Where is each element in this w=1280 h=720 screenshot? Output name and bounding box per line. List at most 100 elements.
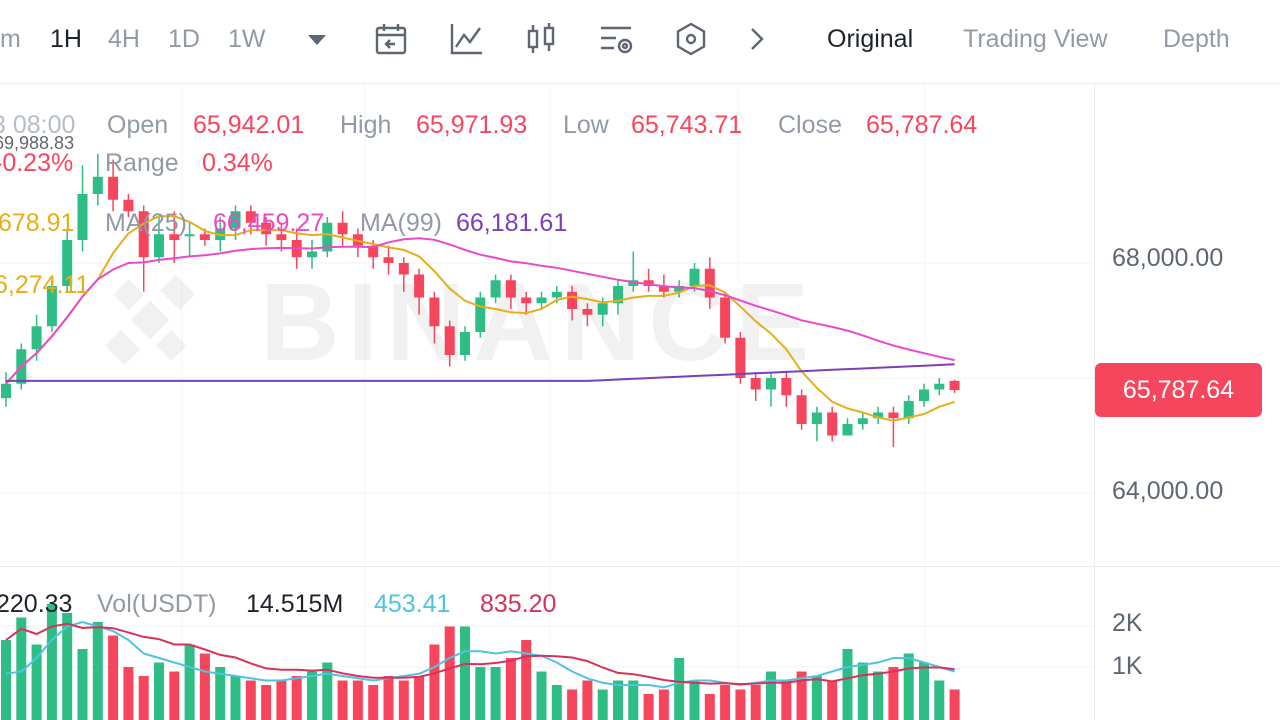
candle-body [184,234,195,237]
candle-body [689,268,700,286]
volume-bar [582,680,593,720]
close-label: Close [778,111,842,139]
volume-bar [414,676,425,720]
interval-1w[interactable]: 1W [228,25,266,53]
volume-bar [245,680,256,720]
volume-ma10-value: 835.20 [480,590,557,618]
candle-body [934,383,945,390]
volume-bar [628,680,639,720]
price-axis-label-68000: 68,000.00 [1112,244,1224,272]
volume-bar [720,685,731,720]
candle-body [735,337,746,378]
ma25-value: 66,459.27 [213,209,325,237]
volume-bar [857,662,868,720]
volume-bar [92,622,103,720]
ma99-line [6,363,955,382]
volume-pane-divider [0,566,1280,567]
candlestick-icon[interactable] [522,20,560,58]
volume-bar [230,676,241,720]
candle-body [307,251,317,258]
volume-bar [62,613,73,720]
candle-body [919,389,929,401]
volume-bar [919,662,929,720]
volume-bar [536,671,547,720]
candle-body [811,412,822,424]
interval-4h[interactable]: 4H [108,25,140,53]
candle-body [475,297,486,332]
volume-bar [199,653,210,720]
indicator-settings-icon[interactable] [598,20,636,58]
volume-bar [322,662,333,720]
candle-body [536,297,547,304]
candle-body [429,297,440,327]
interval-1d[interactable]: 1D [168,25,200,53]
volume-bar [735,689,746,720]
volume-bars [1,604,960,720]
calendar-icon[interactable] [372,20,410,58]
volume-bar [154,662,164,720]
volume-bar [704,694,715,720]
candle-body [62,240,73,286]
candle-body [1,383,11,399]
dropdown-caret-icon[interactable] [298,20,336,58]
volume-bar [1,640,11,720]
candle-body [77,194,88,240]
candle-body [505,280,516,298]
view-trading-view-tab[interactable]: Trading View [963,25,1108,53]
volume-bar [811,676,822,720]
candle-body [154,234,164,258]
hexagon-settings-icon[interactable] [672,20,710,58]
candle-body [414,274,425,298]
volume-bar [873,671,884,720]
candle-body [276,234,287,240]
candle-body [460,332,470,355]
candle-body [245,211,256,223]
candle-body [567,291,578,309]
candle-body [827,412,838,436]
volume-bar [169,671,180,720]
volume-bar [597,689,608,720]
change-percent: -0.23% [0,149,74,177]
volume-bar [674,658,685,720]
interval-minute[interactable]: m [0,25,21,53]
volume-bar [77,649,88,720]
volume-bar [46,604,57,720]
volume-bar [689,680,700,720]
volume-bar [781,680,792,720]
candle-body [444,326,455,355]
volume-bar [475,667,486,720]
low-label: Low [563,111,609,139]
candle-body [46,286,57,327]
volume-bar [123,667,134,720]
ma99-value: 66,181.61 [456,209,568,237]
volume-bar [888,667,899,720]
candle-body [230,211,241,229]
open-value: 65,942.01 [193,111,305,139]
candle-body [490,280,501,298]
open-label: Open [107,111,169,139]
volume-bar [842,649,853,720]
candle-body [108,176,119,200]
view-original-tab[interactable]: Original [827,25,914,53]
ma99-label: MA(99) [360,209,442,237]
candle-time: 3 08:00 [0,111,76,139]
candle-body [597,303,608,315]
volume-bar [337,680,348,720]
candle-body [766,378,776,390]
volume-bar [903,653,914,720]
line-chart-icon[interactable] [448,20,486,58]
chevron-right-icon[interactable] [738,20,776,58]
candle-body [582,309,593,315]
volume-bar [108,635,119,720]
high-value: 65,971.93 [416,111,528,139]
low-value: 65,743.71 [631,111,743,139]
ma25-line [5,237,955,385]
volume-bar [490,667,501,720]
volume-bar [613,680,623,720]
candle-body [138,211,149,258]
candle-body [551,291,562,298]
interval-1h[interactable]: 1H [50,25,82,53]
view-depth-tab[interactable]: Depth [1163,25,1230,53]
candle-body [704,268,715,298]
